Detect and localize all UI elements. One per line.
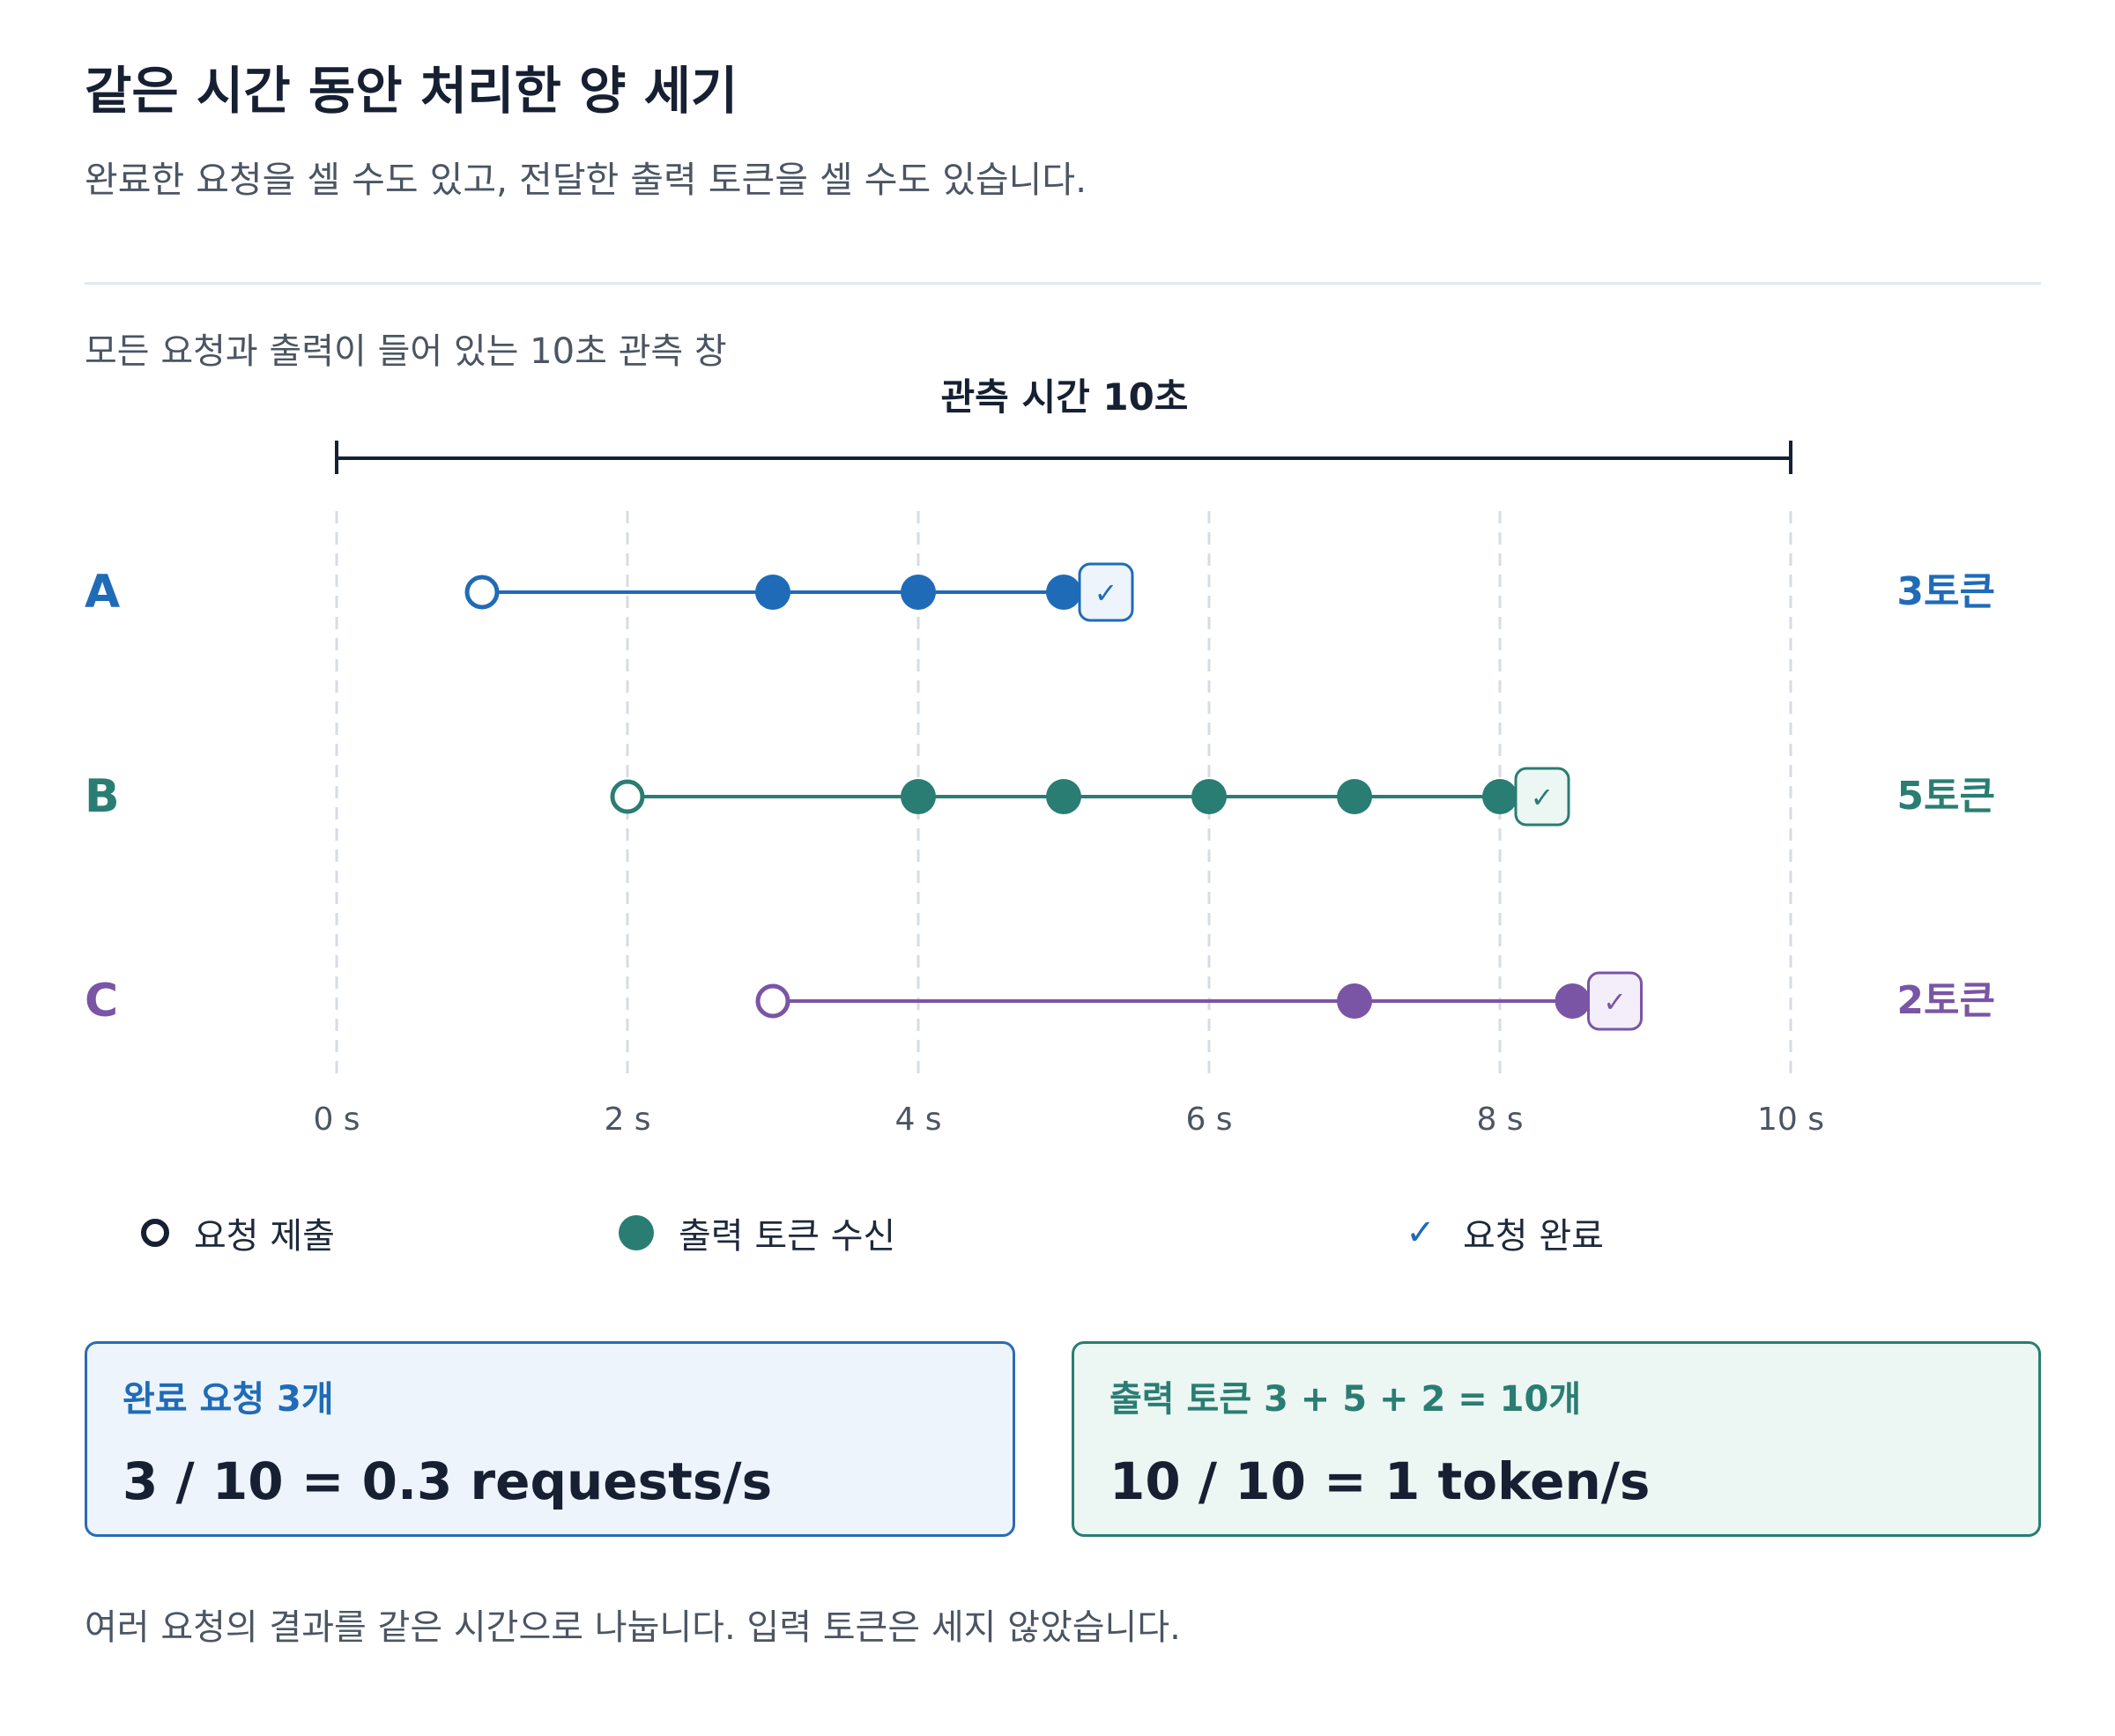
token-marker bbox=[901, 779, 936, 814]
token-marker bbox=[1046, 575, 1081, 610]
legend-complete-label: 요청 완료 bbox=[1463, 1216, 1604, 1257]
token-marker bbox=[1046, 779, 1081, 814]
footnote: 여러 요청의 결과를 같은 시간으로 나눕니다. 입력 토큰은 세지 않았습니다… bbox=[85, 1607, 1181, 1648]
tick-label: 4 s bbox=[894, 1102, 941, 1138]
token-count-label: 3토큰 bbox=[1896, 569, 1995, 614]
legend-token: 출력 토큰 수신 bbox=[619, 1207, 895, 1258]
request-timeline-diagram: 관측 시간 10초 A ✓ 3토큰 B ✓ 5토큰 C ✓ 2토큰 0 s 2 s 4 s 6 s 8 … bbox=[85, 375, 1995, 1138]
completion-marker bbox=[1514, 767, 1570, 827]
open-circle-icon bbox=[141, 1219, 169, 1247]
legend-submit: 요청 제출 bbox=[141, 1207, 335, 1258]
token-count-label: 5토큰 bbox=[1896, 774, 1995, 819]
legend-complete: ✓ 요청 완료 bbox=[1403, 1207, 1604, 1258]
page-subtitle: 완료한 요청을 셀 수도 있고, 전달한 출력 토큰을 셀 수도 있습니다. bbox=[85, 159, 1087, 201]
request-label: A bbox=[85, 566, 120, 619]
tick-label: 8 s bbox=[1476, 1102, 1523, 1138]
requests-formula: 3 / 10 = 0.3 requests/s bbox=[122, 1451, 773, 1511]
tokens-throughput-card: 출력 토큰 3 + 5 + 2 = 10개 10 / 10 = 1 token/… bbox=[1072, 1341, 2041, 1537]
token-marker bbox=[901, 575, 936, 610]
tick-label: 2 s bbox=[604, 1102, 650, 1138]
checkmark-icon: ✓ bbox=[1095, 576, 1118, 610]
observation-window-bracket bbox=[335, 441, 1792, 474]
token-marker bbox=[1191, 779, 1227, 814]
request-label: B bbox=[85, 770, 120, 823]
token-marker bbox=[1555, 983, 1591, 1019]
tick-label: 0 s bbox=[313, 1102, 360, 1138]
requests-count-label: 완료 요청 3개 bbox=[122, 1379, 334, 1420]
page-title: 같은 시간 동안 처리한 양 세기 bbox=[85, 61, 738, 121]
observation-window-label: 관측 시간 10초 bbox=[941, 375, 1189, 419]
checkmark-icon: ✓ bbox=[1603, 985, 1627, 1019]
filled-circle-icon bbox=[619, 1215, 654, 1250]
token-marker bbox=[1482, 779, 1518, 814]
token-marker bbox=[1337, 983, 1372, 1019]
request-rows: A ✓ 3토큰 B ✓ 5토큰 C ✓ 2토큰 bbox=[85, 562, 1995, 1031]
request-row-b: B ✓ 5토큰 bbox=[85, 767, 1995, 827]
checkmark-icon: ✓ bbox=[1406, 1213, 1436, 1253]
token-count-label: 2토큰 bbox=[1896, 978, 1995, 1023]
section-label: 모든 요청과 출력이 들어 있는 10초 관측 창 bbox=[85, 331, 727, 372]
tick-label: 10 s bbox=[1757, 1102, 1824, 1138]
request-row-a: A ✓ 3토큰 bbox=[85, 562, 1995, 622]
submit-marker bbox=[755, 983, 790, 1019]
completion-marker bbox=[1078, 562, 1134, 622]
request-label: C bbox=[85, 975, 118, 1028]
request-row-c: C ✓ 2토큰 bbox=[85, 971, 1995, 1031]
tokens-count-label: 출력 토큰 3 + 5 + 2 = 10개 bbox=[1109, 1379, 1582, 1420]
divider bbox=[85, 282, 2041, 285]
checkmark-icon: ✓ bbox=[1531, 781, 1555, 814]
submit-marker bbox=[464, 575, 500, 610]
submit-marker bbox=[610, 779, 645, 814]
requests-throughput-card: 완료 요청 3개 3 / 10 = 0.3 requests/s bbox=[85, 1341, 1015, 1537]
tick-label: 6 s bbox=[1185, 1102, 1232, 1138]
time-axis-ticks: 0 s 2 s 4 s 6 s 8 s 10 s bbox=[313, 1102, 1824, 1138]
legend-token-label: 출력 토큰 수신 bbox=[679, 1216, 896, 1257]
token-marker bbox=[755, 575, 790, 610]
tokens-formula: 10 / 10 = 1 token/s bbox=[1109, 1451, 1651, 1511]
completion-marker bbox=[1587, 971, 1643, 1031]
token-marker bbox=[1337, 779, 1372, 814]
legend-submit-label: 요청 제출 bbox=[194, 1216, 335, 1257]
